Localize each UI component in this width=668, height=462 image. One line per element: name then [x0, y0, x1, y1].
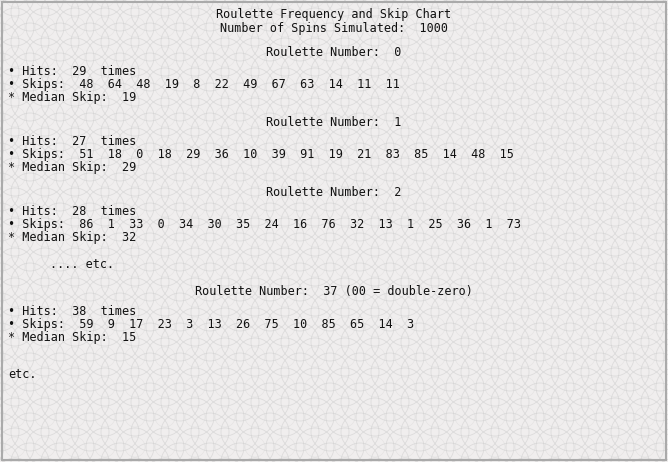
Text: Roulette Number:  37 (00 = double-zero): Roulette Number: 37 (00 = double-zero) — [195, 285, 473, 298]
Text: • Hits:  29  times: • Hits: 29 times — [8, 65, 136, 78]
Text: • Hits:  28  times: • Hits: 28 times — [8, 205, 136, 218]
Text: * Median Skip:  15: * Median Skip: 15 — [8, 331, 136, 344]
Text: * Median Skip:  19: * Median Skip: 19 — [8, 91, 136, 104]
Text: Number of Spins Simulated:  1000: Number of Spins Simulated: 1000 — [220, 22, 448, 35]
Text: • Skips:  48  64  48  19  8  22  49  67  63  14  11  11: • Skips: 48 64 48 19 8 22 49 67 63 14 11… — [8, 78, 400, 91]
Text: * Median Skip:  32: * Median Skip: 32 — [8, 231, 136, 244]
Text: Roulette Frequency and Skip Chart: Roulette Frequency and Skip Chart — [216, 8, 452, 21]
Text: * Median Skip:  29: * Median Skip: 29 — [8, 161, 136, 174]
Text: .... etc.: .... etc. — [50, 258, 114, 271]
Text: Roulette Number:  2: Roulette Number: 2 — [267, 186, 401, 199]
Text: • Hits:  27  times: • Hits: 27 times — [8, 135, 136, 148]
Text: • Skips:  86  1  33  0  34  30  35  24  16  76  32  13  1  25  36  1  73: • Skips: 86 1 33 0 34 30 35 24 16 76 32 … — [8, 218, 521, 231]
Text: • Skips:  51  18  0  18  29  36  10  39  91  19  21  83  85  14  48  15: • Skips: 51 18 0 18 29 36 10 39 91 19 21… — [8, 148, 514, 161]
Text: Roulette Number:  1: Roulette Number: 1 — [267, 116, 401, 129]
Text: • Skips:  59  9  17  23  3  13  26  75  10  85  65  14  3: • Skips: 59 9 17 23 3 13 26 75 10 85 65 … — [8, 318, 414, 331]
Text: Roulette Number:  0: Roulette Number: 0 — [267, 46, 401, 59]
Text: etc.: etc. — [8, 368, 37, 381]
Text: • Hits:  38  times: • Hits: 38 times — [8, 305, 136, 318]
